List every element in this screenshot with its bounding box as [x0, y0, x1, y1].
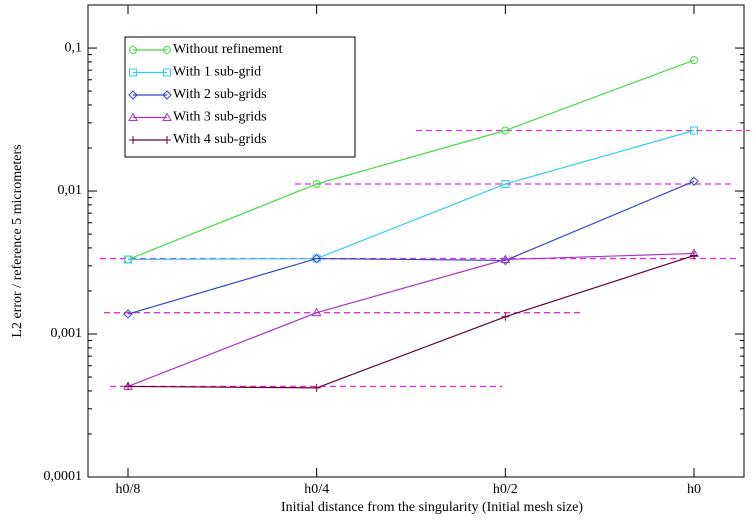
legend-box [124, 36, 356, 158]
marker [123, 309, 133, 319]
marker [128, 112, 138, 121]
x-tick-label: h0/2 [493, 482, 518, 497]
marker [162, 112, 172, 121]
marker [129, 46, 137, 54]
marker [124, 255, 132, 264]
series-line [127, 180, 695, 315]
legend-label: With 1 sub-grid [173, 65, 261, 80]
legend-label: Without refinement [173, 42, 283, 57]
marker [689, 176, 699, 186]
legend-label: With 2 sub-grids [173, 87, 267, 102]
marker [129, 68, 137, 77]
marker [129, 136, 137, 144]
y-tick-label: 0,01 [58, 183, 83, 198]
marker [163, 136, 171, 144]
marker [163, 46, 171, 54]
x-tick-label: h0 [687, 482, 701, 497]
marker [312, 179, 321, 188]
marker [690, 126, 698, 135]
series-line [127, 252, 695, 387]
series-line [127, 59, 695, 261]
series-line [127, 254, 695, 389]
marker [162, 90, 172, 100]
plot-frame [87, 4, 745, 478]
legend-label: With 3 sub-grids [173, 110, 267, 125]
x-tick-label: h0/4 [304, 482, 329, 497]
marker [311, 253, 322, 264]
legend-label: With 4 sub-grids [173, 132, 267, 147]
marker [163, 68, 171, 77]
marker [312, 383, 321, 392]
marker [690, 251, 698, 260]
y-tick-label: 0,1 [65, 40, 83, 55]
marker [124, 382, 132, 391]
y-tick-label: 0,001 [51, 326, 83, 341]
marker [311, 307, 322, 317]
marker [500, 254, 511, 263]
y-tick-label: 0,0001 [44, 469, 83, 484]
x-axis-label: Initial distance from the singularity (I… [281, 500, 583, 515]
marker [128, 90, 138, 100]
marker [501, 312, 510, 321]
y-axis-label: L2 error / reference 5 micrometers [10, 144, 25, 337]
marker [690, 56, 698, 65]
marker [501, 126, 510, 135]
series-line [127, 129, 695, 261]
x-tick-label: h0/8 [116, 482, 141, 497]
marker [501, 179, 510, 188]
